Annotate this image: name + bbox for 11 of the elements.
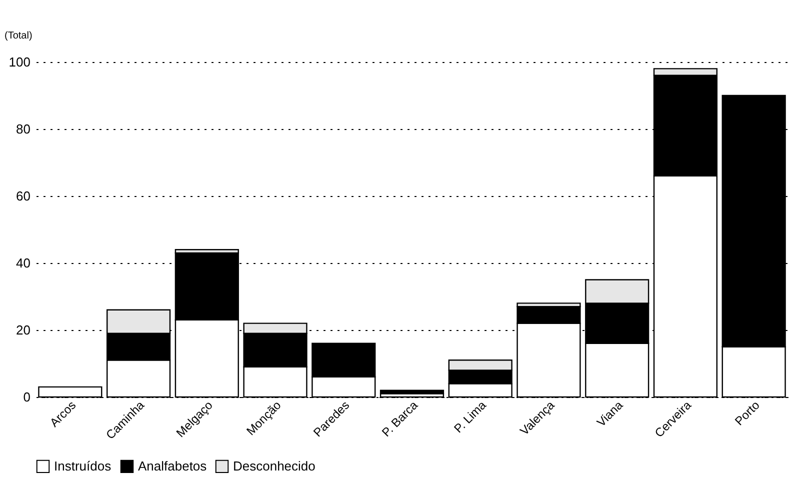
legend-label: Instruídos <box>54 458 112 474</box>
bar <box>380 390 444 394</box>
y-tick-label: 100 <box>8 54 30 70</box>
y-axis-title: (Total) <box>4 30 32 42</box>
y-tick-label: 40 <box>16 256 30 270</box>
y-tick-label: 80 <box>16 122 30 136</box>
y-tick-label: 20 <box>16 322 30 338</box>
legend-label: Analfabetos <box>138 458 208 474</box>
legend-label: Desconhecido <box>233 458 316 474</box>
y-tick-label: 60 <box>16 188 30 204</box>
y-tick-label: 0 <box>23 390 30 404</box>
